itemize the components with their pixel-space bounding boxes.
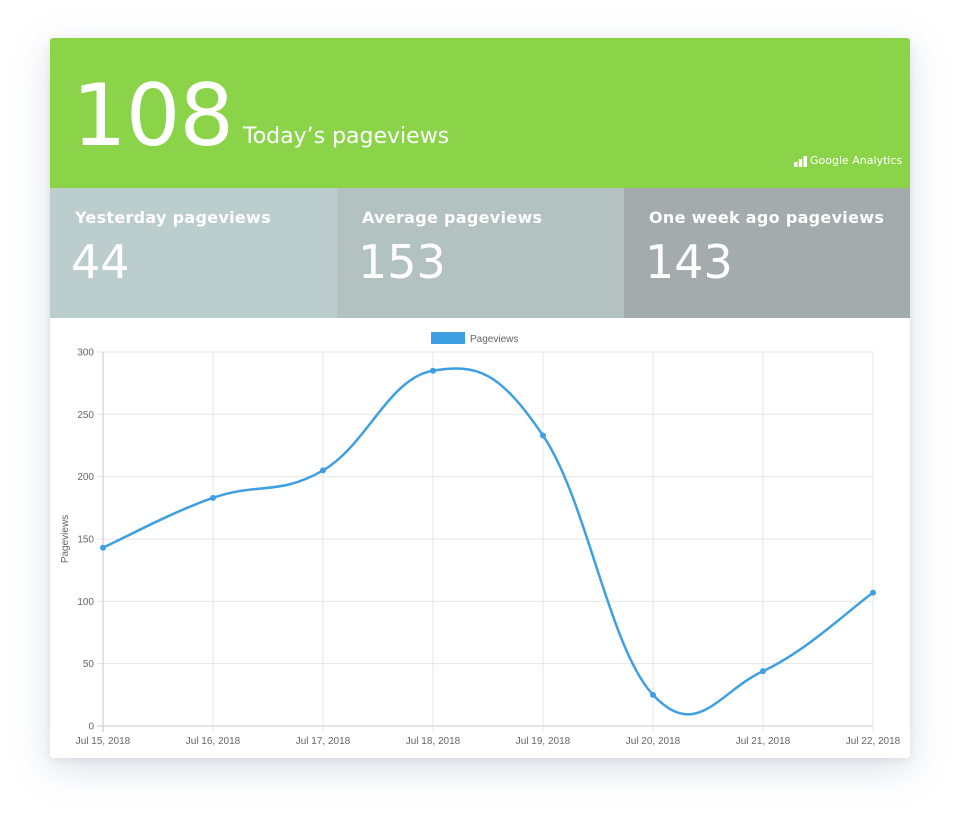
y-tick-label: 100 — [77, 597, 94, 608]
google-analytics-logo: Google Analytics — [794, 154, 902, 168]
data-point — [540, 432, 546, 439]
x-tick-label: Jul 22, 2018 — [846, 736, 901, 747]
bar-chart-icon — [794, 155, 807, 167]
stats-row: Yesterday pageviews 44 Average pageviews… — [50, 188, 910, 318]
stat-average: Average pageviews 153 — [337, 188, 624, 318]
data-point — [650, 691, 656, 698]
source-label: Google Analytics — [810, 154, 903, 167]
analytics-card: 108 Today’s pageviews Google Analytics Y… — [50, 38, 910, 758]
data-point — [430, 367, 436, 374]
legend-label: Pageviews — [470, 334, 518, 345]
today-pageviews-value: 108 — [72, 66, 234, 166]
pageviews-chart: 0 50 100 150 200 250 300 Jul 15, 2018 Jul 16, 20… — [50, 318, 910, 758]
x-tick-label: Jul 20, 2018 — [626, 736, 681, 747]
stat-value: 44 — [71, 235, 130, 289]
stat-week-ago: One week ago pageviews 143 — [624, 188, 910, 318]
data-point — [100, 544, 106, 551]
today-panel: 108 Today’s pageviews Google Analytics — [50, 38, 910, 188]
y-tick-label: 150 — [77, 535, 94, 546]
y-tick-label: 300 — [77, 348, 94, 359]
line-chart: 0 50 100 150 200 250 300 Jul 15, 2018 Jul 16, 20… — [60, 332, 901, 747]
x-tick-label: Jul 16, 2018 — [186, 736, 241, 747]
x-tick-label: Jul 18, 2018 — [406, 736, 461, 747]
legend-swatch — [431, 332, 465, 344]
x-tick-label: Jul 19, 2018 — [516, 736, 571, 747]
data-point — [320, 467, 326, 474]
y-tick-label: 0 — [88, 722, 94, 733]
y-axis-label: Pageviews — [60, 515, 71, 563]
series-line-pageviews — [102, 367, 874, 716]
data-point — [870, 589, 876, 596]
stat-value: 153 — [358, 235, 446, 289]
y-tick-label: 50 — [83, 659, 95, 670]
x-tick-label: Jul 17, 2018 — [296, 736, 351, 747]
stat-label: One week ago pageviews — [649, 208, 885, 227]
x-tick-label: Jul 21, 2018 — [736, 736, 791, 747]
stat-label: Yesterday pageviews — [75, 208, 271, 227]
y-tick-label: 250 — [77, 410, 94, 421]
data-point — [760, 668, 766, 675]
x-tick-label: Jul 15, 2018 — [76, 736, 131, 747]
y-tick-label: 200 — [77, 472, 94, 483]
stat-yesterday: Yesterday pageviews 44 — [50, 188, 337, 318]
stat-value: 143 — [645, 235, 733, 289]
stat-label: Average pageviews — [362, 208, 543, 227]
today-pageviews-label: Today’s pageviews — [243, 124, 450, 149]
data-point — [210, 494, 216, 501]
